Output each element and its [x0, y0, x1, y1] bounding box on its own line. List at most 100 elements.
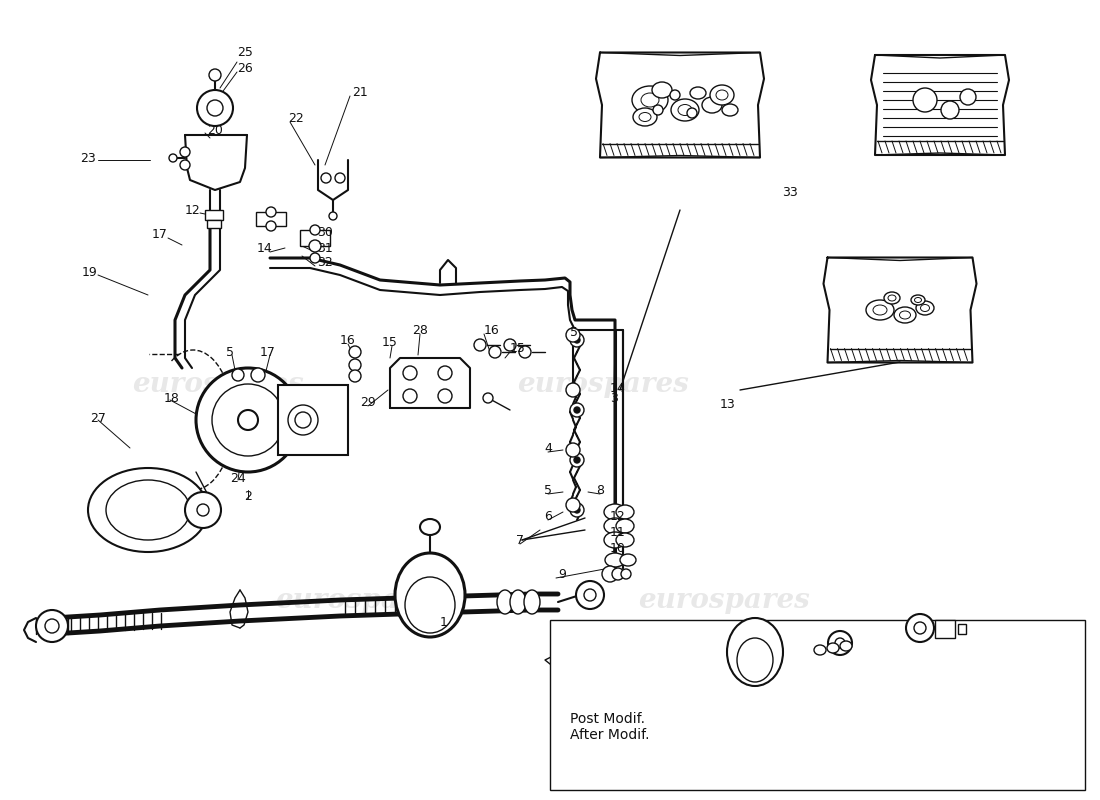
Circle shape — [566, 383, 580, 397]
Circle shape — [474, 339, 486, 351]
Ellipse shape — [888, 295, 896, 301]
Ellipse shape — [395, 553, 465, 637]
Polygon shape — [871, 55, 1009, 155]
Text: 12: 12 — [185, 203, 201, 217]
Text: eurospares: eurospares — [517, 370, 689, 398]
Text: 7: 7 — [516, 534, 524, 546]
Circle shape — [566, 498, 580, 512]
Circle shape — [169, 154, 177, 162]
Ellipse shape — [840, 641, 852, 651]
Text: 21: 21 — [352, 86, 367, 98]
Text: 17: 17 — [260, 346, 276, 358]
Ellipse shape — [727, 618, 783, 686]
Text: eurospares: eurospares — [132, 370, 304, 398]
Circle shape — [940, 101, 959, 119]
Circle shape — [238, 410, 258, 430]
Circle shape — [612, 568, 624, 580]
Circle shape — [349, 346, 361, 358]
Text: 14: 14 — [610, 382, 626, 394]
Circle shape — [349, 370, 361, 382]
Circle shape — [574, 337, 580, 343]
Ellipse shape — [632, 108, 657, 126]
Ellipse shape — [652, 82, 672, 98]
Circle shape — [570, 503, 584, 517]
Circle shape — [670, 90, 680, 100]
Ellipse shape — [911, 295, 925, 305]
Ellipse shape — [616, 505, 634, 519]
Text: 9: 9 — [558, 567, 565, 581]
Ellipse shape — [641, 93, 659, 107]
Circle shape — [570, 453, 584, 467]
Circle shape — [45, 619, 59, 633]
Ellipse shape — [510, 590, 526, 614]
Circle shape — [180, 147, 190, 157]
Text: 8: 8 — [596, 483, 604, 497]
Text: 13: 13 — [720, 398, 736, 410]
Circle shape — [309, 240, 321, 252]
Circle shape — [212, 384, 284, 456]
Text: 10: 10 — [610, 542, 626, 554]
Ellipse shape — [671, 99, 698, 121]
Polygon shape — [596, 53, 764, 158]
Circle shape — [913, 88, 937, 112]
Ellipse shape — [678, 105, 692, 115]
Bar — [205, 210, 223, 220]
Bar — [935, 620, 955, 638]
Text: 33: 33 — [782, 186, 797, 198]
Ellipse shape — [524, 590, 540, 614]
Circle shape — [584, 589, 596, 601]
Circle shape — [207, 100, 223, 116]
Ellipse shape — [827, 643, 839, 653]
Circle shape — [438, 366, 452, 380]
Circle shape — [914, 622, 926, 634]
Text: 27: 27 — [90, 411, 106, 425]
Text: 30: 30 — [317, 226, 333, 238]
Ellipse shape — [722, 104, 738, 116]
Text: 3: 3 — [610, 391, 618, 405]
Text: 4: 4 — [544, 442, 552, 454]
Bar — [256, 212, 286, 226]
Ellipse shape — [106, 480, 190, 540]
Text: 16: 16 — [340, 334, 356, 346]
Circle shape — [197, 90, 233, 126]
Text: 5: 5 — [570, 326, 578, 338]
Text: 28: 28 — [412, 323, 428, 337]
Ellipse shape — [737, 638, 773, 682]
Text: eurospares: eurospares — [275, 586, 447, 614]
Text: 19: 19 — [82, 266, 98, 278]
Ellipse shape — [900, 311, 911, 319]
Ellipse shape — [814, 645, 826, 655]
Text: 25: 25 — [238, 46, 253, 58]
Text: 18: 18 — [164, 391, 180, 405]
Text: 23: 23 — [80, 151, 96, 165]
Circle shape — [576, 581, 604, 609]
Ellipse shape — [620, 554, 636, 566]
Circle shape — [295, 412, 311, 428]
Ellipse shape — [604, 532, 626, 548]
Ellipse shape — [710, 85, 734, 105]
Circle shape — [329, 212, 337, 220]
Text: 22: 22 — [288, 111, 304, 125]
Text: 16: 16 — [484, 323, 499, 337]
Circle shape — [828, 631, 852, 655]
Circle shape — [185, 492, 221, 528]
Ellipse shape — [916, 301, 934, 315]
Circle shape — [621, 569, 631, 579]
Circle shape — [483, 393, 493, 403]
Circle shape — [310, 225, 320, 235]
Circle shape — [403, 366, 417, 380]
Circle shape — [566, 443, 580, 457]
Circle shape — [266, 221, 276, 231]
Ellipse shape — [866, 300, 894, 320]
Circle shape — [197, 504, 209, 516]
Text: eurospares: eurospares — [638, 586, 810, 614]
Polygon shape — [824, 258, 977, 362]
Text: 26: 26 — [238, 62, 253, 74]
Ellipse shape — [716, 90, 728, 100]
Circle shape — [209, 69, 221, 81]
Text: 17: 17 — [152, 229, 168, 242]
Ellipse shape — [894, 307, 916, 323]
Ellipse shape — [639, 113, 651, 122]
Circle shape — [602, 566, 618, 582]
Circle shape — [653, 105, 663, 115]
